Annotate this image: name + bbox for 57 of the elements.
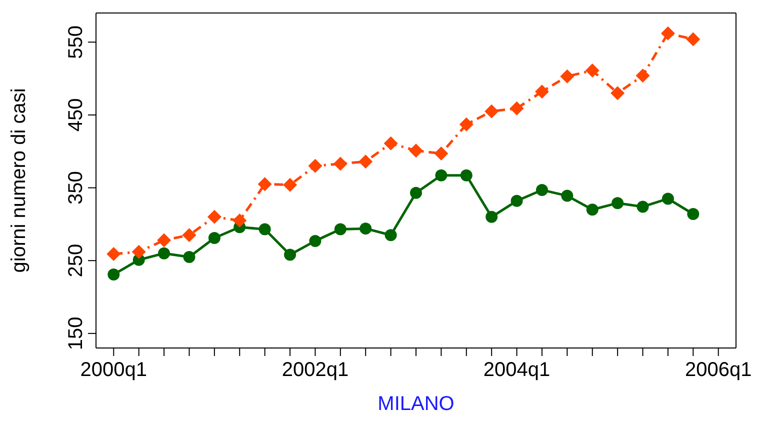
point bbox=[510, 194, 523, 207]
point bbox=[534, 84, 549, 99]
point bbox=[158, 247, 170, 260]
y-tick-label: 550 bbox=[65, 25, 87, 59]
point bbox=[208, 232, 220, 244]
point bbox=[610, 86, 625, 100]
y-axis-title: giorni numero di casi bbox=[8, 88, 30, 273]
point bbox=[183, 250, 196, 263]
point bbox=[585, 64, 600, 78]
point bbox=[132, 244, 146, 259]
y-tick-label: 150 bbox=[65, 316, 87, 350]
point bbox=[360, 222, 372, 235]
point bbox=[308, 158, 322, 173]
point bbox=[384, 229, 397, 242]
point bbox=[309, 234, 322, 247]
point bbox=[486, 210, 498, 223]
point bbox=[434, 146, 448, 161]
point bbox=[284, 248, 296, 261]
point bbox=[207, 210, 222, 224]
point bbox=[182, 228, 196, 242]
point bbox=[358, 154, 373, 169]
point bbox=[560, 69, 574, 84]
point bbox=[660, 26, 675, 40]
point bbox=[258, 177, 272, 192]
point bbox=[636, 68, 650, 83]
point bbox=[410, 186, 422, 199]
y-tick-label: 350 bbox=[65, 171, 87, 204]
point bbox=[662, 192, 674, 205]
point bbox=[258, 223, 271, 236]
point bbox=[586, 204, 598, 216]
point bbox=[333, 156, 348, 171]
y-tick-label: 250 bbox=[65, 244, 87, 278]
x-tick-label: 2004q1 bbox=[483, 359, 550, 381]
point bbox=[561, 190, 574, 202]
point bbox=[157, 233, 172, 248]
point bbox=[459, 117, 474, 132]
x-tick-label: 2002q1 bbox=[282, 359, 349, 381]
point bbox=[108, 268, 120, 280]
point bbox=[612, 197, 624, 210]
point bbox=[232, 214, 247, 228]
x-tick-label: 2006q1 bbox=[684, 359, 752, 381]
point bbox=[384, 136, 398, 150]
point bbox=[283, 178, 298, 192]
point bbox=[334, 223, 346, 236]
point bbox=[435, 169, 448, 182]
point bbox=[510, 101, 524, 116]
x-tick-label: 2000q1 bbox=[80, 359, 148, 381]
x-axis-title: MILANO bbox=[378, 393, 454, 415]
point bbox=[636, 200, 649, 213]
point bbox=[536, 184, 548, 196]
point bbox=[106, 247, 121, 262]
y-tick-label: 450 bbox=[65, 98, 87, 132]
point bbox=[686, 32, 700, 46]
point bbox=[460, 169, 472, 182]
point bbox=[484, 104, 499, 118]
point bbox=[687, 208, 700, 220]
point bbox=[409, 144, 423, 158]
